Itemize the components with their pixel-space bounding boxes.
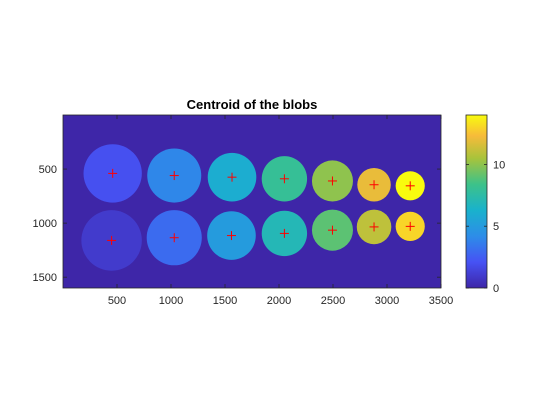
centroid-marker-3 (169, 233, 179, 243)
y-tick-label: 500 (39, 164, 57, 176)
y-tick-label: 1500 (33, 272, 57, 284)
centroid-marker-2 (108, 168, 118, 178)
centroid-marker-6 (227, 172, 237, 182)
axes-box (62, 114, 442, 289)
x-tick-label: 2000 (267, 295, 291, 307)
centroid-marker-1 (107, 235, 117, 245)
colorbar (466, 115, 487, 288)
y-tick-label: 1000 (33, 218, 57, 230)
centroid-marker-5 (226, 231, 236, 241)
colorbar-box (465, 114, 488, 289)
x-tick-label: 1000 (159, 295, 183, 307)
colorbar-axis: 0 5 10 (465, 114, 505, 295)
centroid-marker-9 (327, 225, 337, 235)
centroid-marker-13 (405, 221, 415, 231)
centroid-marker-4 (169, 171, 179, 181)
centroid-marker-10 (327, 176, 337, 186)
centroid-markers-layer (107, 168, 415, 245)
colorbar-tick-label: 5 (493, 221, 499, 233)
colorbar-tick-label: 0 (493, 283, 499, 295)
x-tick-label: 1500 (213, 295, 237, 307)
blobs-layer (81, 144, 425, 271)
axes: 500 1000 1500 2000 2500 3000 3500 500 1000 1500 (33, 114, 453, 307)
centroid-marker-14 (405, 181, 415, 191)
colorbar-tick-label: 10 (493, 159, 505, 171)
centroid-marker-7 (279, 228, 289, 238)
centroid-marker-8 (279, 174, 289, 184)
x-tick-label: 3000 (375, 295, 399, 307)
x-tick-label: 500 (108, 295, 126, 307)
chart-title: Centroid of the blobs (187, 97, 318, 112)
centroid-marker-12 (369, 180, 379, 190)
centroid-marker-11 (369, 222, 379, 232)
x-tick-label: 2500 (321, 295, 345, 307)
x-tick-label: 3500 (429, 295, 453, 307)
